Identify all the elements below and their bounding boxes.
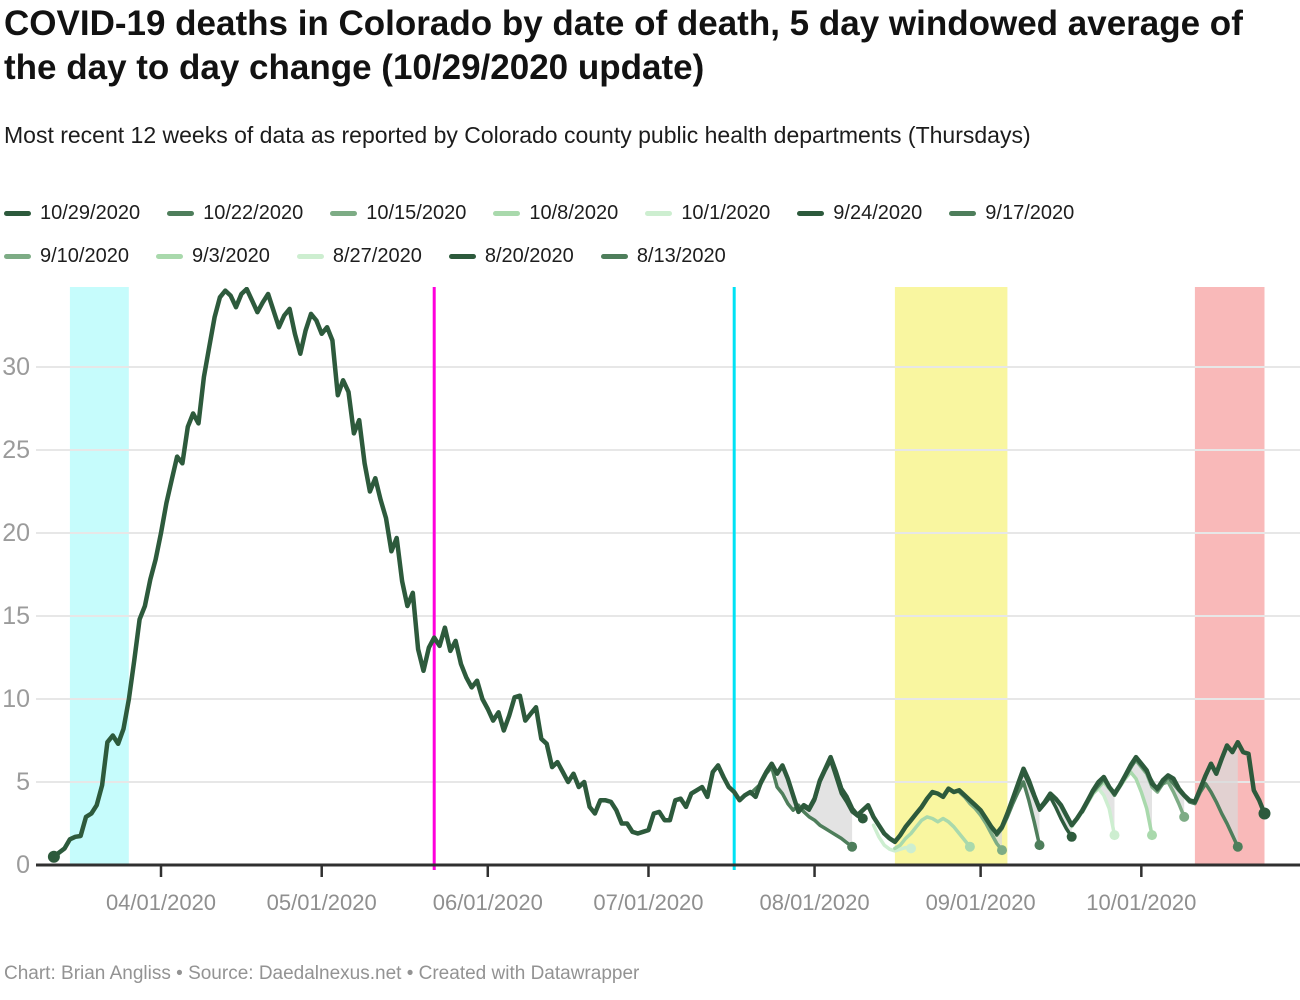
legend-label: 9/10/2020: [40, 245, 129, 267]
legend-item-10-22-2020: 10/22/2020: [167, 202, 303, 225]
x-tick-label: 04/01/2020: [106, 890, 216, 915]
y-tick-label: 10: [2, 685, 30, 713]
legend-swatch: [296, 254, 324, 259]
series-endpoint-dot: [1034, 840, 1045, 851]
legend-label: 8/20/2020: [484, 245, 574, 267]
legend-item-10-1-2020: 10/1/2020: [645, 202, 770, 225]
legend-item-9-24-2020: 9/24/2020: [797, 202, 922, 225]
legend-swatch: [330, 211, 358, 216]
footer-credit: Chart: Brian Angliss • Source: Daedalnex…: [4, 963, 640, 984]
legend-item-10-8-2020: 10/8/2020: [493, 202, 618, 225]
legend-label: 10/15/2020: [366, 202, 467, 224]
plot-area: 0 5 10 15 20 25 30 04/01/2020 05/01/2020 06/01/20…: [0, 287, 1300, 947]
legend-swatch: [493, 211, 521, 216]
legend-item-9-3-2020: 9/3/2020: [155, 245, 270, 268]
legend-item-10-29-2020: 10/29/2020: [4, 202, 140, 225]
series-endpoint-dot: [47, 850, 60, 863]
series-line-10-29-2020: [51, 287, 1267, 859]
legend-label: 9/24/2020: [833, 202, 923, 224]
series-endpoint-dot: [1066, 831, 1077, 842]
legend-swatch: [4, 211, 31, 216]
y-tick-label: 25: [2, 436, 30, 464]
legend-label: 10/1/2020: [681, 202, 771, 224]
band-late-august-highlight: [894, 287, 1008, 865]
y-tick-label: 0: [16, 851, 30, 879]
series-endpoint-dot: [847, 841, 858, 852]
legend-swatch: [600, 254, 628, 259]
legend-label: 10/8/2020: [529, 202, 619, 224]
legend-swatch: [4, 254, 31, 259]
legend-swatch: [645, 211, 673, 216]
x-tick-label: 09/01/2020: [926, 890, 1036, 915]
y-tick-label: 30: [2, 353, 30, 381]
legend-item-9-17-2020: 9/17/2020: [949, 202, 1074, 225]
chart-subtitle: Most recent 12 weeks of data as reported…: [4, 122, 1031, 148]
legend-row: 9/10/2020 9/3/2020 8/27/2020 8/20/2020 8/13/…: [4, 245, 1294, 268]
x-tick-label: 06/01/2020: [433, 890, 543, 915]
legend-label: 9/17/2020: [985, 202, 1075, 224]
x-tick-label: 08/01/2020: [759, 890, 869, 915]
series-endpoint-dot: [906, 843, 916, 854]
legend-item-10-15-2020: 10/15/2020: [330, 202, 466, 225]
legend-item-8-13-2020: 8/13/2020: [600, 245, 726, 268]
legend-item-8-20-2020: 8/20/2020: [448, 245, 574, 268]
band-march-highlight: [69, 287, 129, 865]
series-endpoint-dot: [1258, 807, 1271, 820]
series-endpoint-dot: [1147, 830, 1157, 841]
legend-swatch: [155, 254, 183, 259]
legend-label: 10/22/2020: [203, 202, 304, 224]
legend-swatch: [167, 211, 195, 216]
x-tick-label: 07/01/2020: [593, 890, 703, 915]
y-tick-label: 5: [16, 768, 30, 796]
series-endpoint-dot: [1232, 841, 1243, 852]
y-tick-label: 20: [2, 519, 30, 547]
legend-label: 10/29/2020: [40, 202, 141, 224]
legend-label: 9/3/2020: [191, 245, 270, 267]
legend-swatch: [797, 211, 825, 216]
series-line-9-3-2020: [893, 815, 972, 851]
chart-title: COVID-19 deaths in Colorado by date of d…: [4, 4, 1243, 88]
legend-item-9-10-2020: 9/10/2020: [4, 245, 129, 268]
series-endpoint-dot: [964, 841, 975, 852]
legend-label: 8/13/2020: [636, 245, 726, 267]
chart-canvas: 0 5 10 15 20 25 30 04/01/2020 05/01/2020 06/01/20…: [2, 287, 1300, 915]
legend-swatch: [949, 211, 977, 216]
legend-swatch: [448, 254, 476, 259]
legend: 10/29/2020 10/22/2020 10/15/2020 10/8/2020 1…: [4, 202, 1294, 268]
legend-item-8-27-2020: 8/27/2020: [296, 245, 422, 268]
y-tick-label: 15: [2, 602, 30, 630]
x-tick-label: 10/01/2020: [1086, 890, 1196, 915]
legend-row: 10/29/2020 10/22/2020 10/15/2020 10/8/2020 1…: [4, 202, 1294, 225]
series-endpoint-dot: [857, 813, 868, 824]
series-endpoint-dot: [1109, 830, 1120, 841]
legend-label: 8/27/2020: [332, 245, 422, 267]
x-tick-label: 05/01/2020: [267, 890, 377, 915]
series-line-8-27-2020: [871, 823, 913, 853]
series-endpoint-dot: [1179, 811, 1190, 822]
series-endpoint-dot: [997, 845, 1007, 856]
